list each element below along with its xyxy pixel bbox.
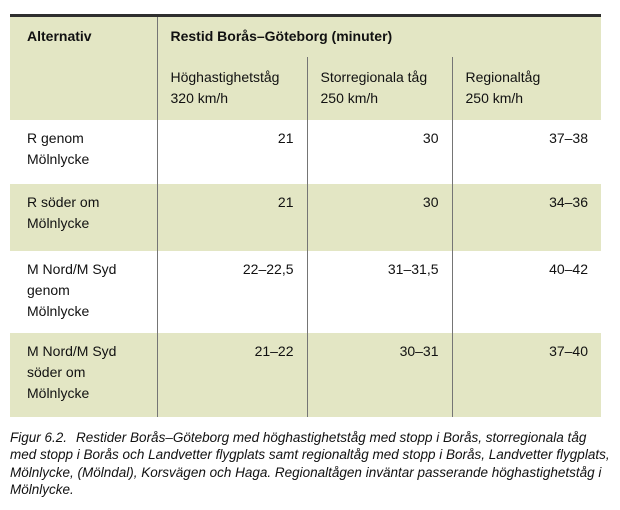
cell-hst: 21 bbox=[277, 129, 294, 146]
column-header-span-restid: Restid Borås–Göteborg (minuter) bbox=[157, 15, 601, 57]
cell-regional: 37–38 bbox=[451, 119, 601, 184]
table-row: M Nord/M Syd söder om Mölnlycke 21–22 30… bbox=[10, 332, 601, 417]
table-header: Alternativ Restid Borås–Göteborg (minute… bbox=[10, 15, 601, 120]
cell-regional: 37–40 bbox=[451, 332, 601, 417]
column-header-hst: Höghastighetståg 320 km/h bbox=[157, 56, 307, 120]
cell-hst: 21 bbox=[277, 193, 294, 210]
cell-storregional: 30 bbox=[306, 183, 452, 251]
cell-storregional: 30 bbox=[306, 119, 452, 184]
row-label: M Nord/M Syd söder om Mölnlycke bbox=[10, 332, 158, 417]
cell-storregional: 31–31,5 bbox=[306, 250, 452, 333]
row-label: R genom Mölnlycke bbox=[10, 119, 158, 184]
row-label: R söder om Mölnlycke bbox=[10, 183, 158, 251]
cell-regional: 40–42 bbox=[451, 250, 601, 333]
column-header-storregional-speed: 250 km/h bbox=[320, 89, 379, 106]
column-header-regional-name: Regionaltåg bbox=[465, 68, 541, 85]
column-header-hst-name: Höghastighetståg bbox=[170, 68, 280, 85]
cell-regional: 34–36 bbox=[451, 183, 601, 251]
figure-caption-text: Restider Borås–Göteborg med höghastighet… bbox=[10, 429, 610, 498]
table-row: M Nord/M Syd genom Mölnlycke 22–22,5 31–… bbox=[10, 250, 601, 333]
column-header-regional-speed: 250 km/h bbox=[465, 89, 524, 106]
table-body: R genom Mölnlycke 21 30 37–38 R söder om… bbox=[10, 119, 601, 417]
column-header-storregional-name: Storregionala tåg bbox=[320, 68, 428, 85]
column-header-alternative: Alternativ bbox=[10, 15, 158, 120]
column-header-hst-speed: 320 km/h bbox=[170, 89, 229, 106]
column-header-storregional: Storregionala tåg 250 km/h bbox=[306, 56, 452, 120]
header-row-sub: Höghastighetståg 320 km/h Storregionala … bbox=[10, 56, 601, 120]
figure-caption: Figur 6.2. Restider Borås–Göteborg med hö… bbox=[10, 429, 610, 499]
table-row: R genom Mölnlycke 21 30 37–38 bbox=[10, 119, 601, 184]
cell-hst: 22–22,5 bbox=[242, 260, 294, 277]
cell-storregional: 30–31 bbox=[306, 332, 452, 417]
table-row: R söder om Mölnlycke 21 30 34–36 bbox=[10, 183, 601, 251]
cell-hst: 21–22 bbox=[254, 342, 294, 359]
column-header-regional: Regionaltåg 250 km/h bbox=[451, 56, 601, 120]
traveltime-table: Alternativ Restid Borås–Göteborg (minute… bbox=[10, 14, 601, 417]
figure-caption-label: Figur 6.2. bbox=[10, 429, 68, 445]
row-label: M Nord/M Syd genom Mölnlycke bbox=[10, 250, 158, 333]
header-row-main: Alternativ Restid Borås–Göteborg (minute… bbox=[10, 15, 601, 120]
